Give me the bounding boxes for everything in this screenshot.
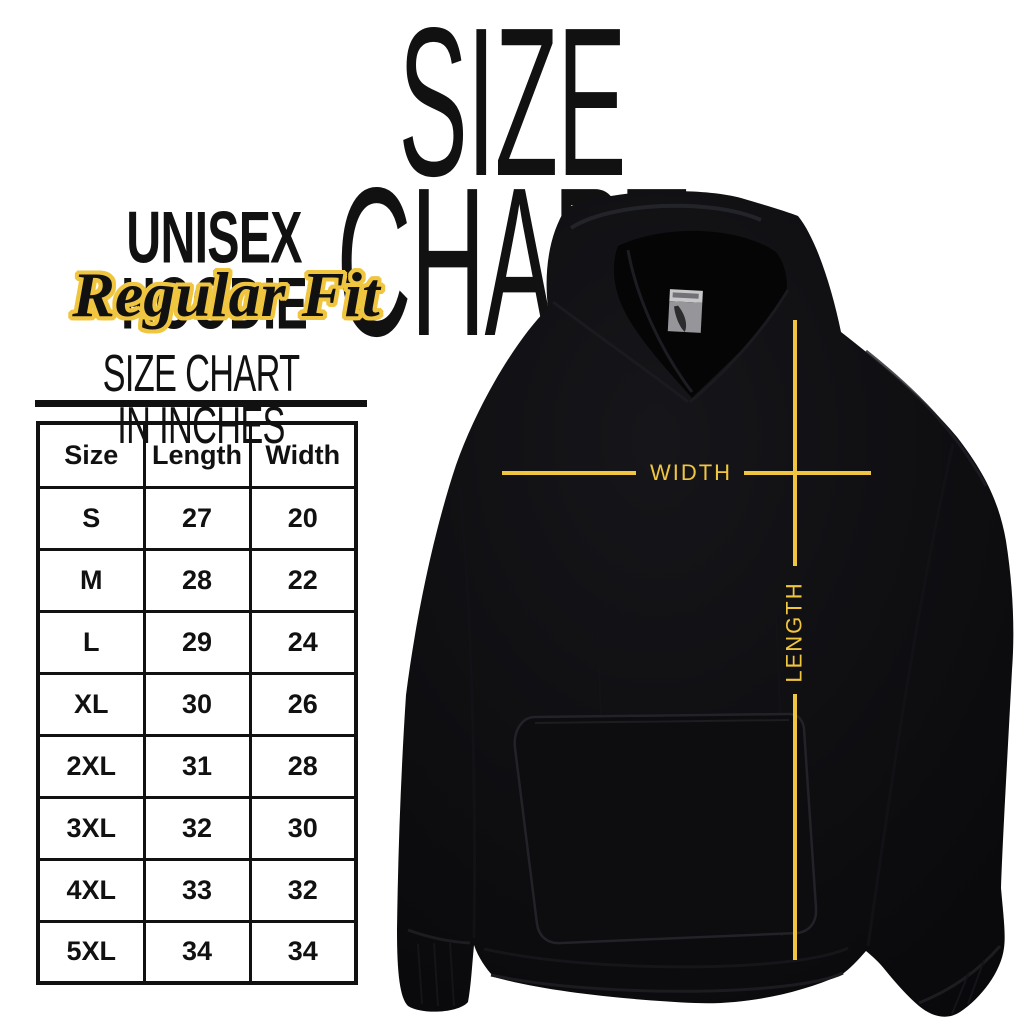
table-cell: 31 <box>142 733 252 799</box>
hoodie-figure: WIDTH LENGTH <box>396 186 1024 1024</box>
table-cell: 22 <box>248 547 358 613</box>
table-cell: 20 <box>248 485 358 551</box>
table-row: 5XL 34 34 <box>36 919 358 985</box>
table-row: 2XL 31 28 <box>36 733 358 799</box>
table-cell: 30 <box>142 671 252 737</box>
table-cell: 28 <box>142 547 252 613</box>
table-cell: 32 <box>142 795 252 861</box>
width-measure-label: WIDTH <box>649 460 733 485</box>
pocket-top-seam <box>534 719 790 724</box>
table-row: L 29 24 <box>36 609 358 675</box>
table-cell: 3XL <box>36 795 146 861</box>
table-cell: 26 <box>248 671 358 737</box>
table-cell: 34 <box>142 919 252 985</box>
right-shoulder-highlight <box>865 349 988 487</box>
width-measure-line-right <box>744 471 871 475</box>
right-cuff <box>918 945 1002 1015</box>
table-cell: 30 <box>248 795 358 861</box>
column-header: Size <box>36 421 146 489</box>
table-cell: M <box>36 547 146 613</box>
length-measure-line-bottom <box>793 694 797 960</box>
left-cuff <box>407 928 471 1007</box>
hem-seam-lower <box>490 971 844 993</box>
table-cell: 28 <box>248 733 358 799</box>
neck-tag <box>667 289 703 333</box>
table-cell: 2XL <box>36 733 146 799</box>
table-header-row: Size Length Width <box>36 421 358 489</box>
hood-inner-fold <box>626 249 694 393</box>
length-measure-label: LENGTH <box>782 581 807 683</box>
length-measure-line-top <box>793 320 797 566</box>
table-row: XL 30 26 <box>36 671 358 737</box>
table-cell: 4XL <box>36 857 146 923</box>
hood-top-highlight <box>569 203 762 230</box>
hood-right-edge <box>689 289 790 404</box>
hoodie-photo <box>397 191 1014 1017</box>
product-fit: Regular Fit <box>72 259 380 330</box>
table-cell: XL <box>36 671 146 737</box>
table-cell: 32 <box>248 857 358 923</box>
table-cell: L <box>36 609 146 675</box>
table-cell: 33 <box>142 857 252 923</box>
table-cell: 29 <box>142 609 252 675</box>
table-cell: S <box>36 485 146 551</box>
table-row: S 27 20 <box>36 485 358 551</box>
hood-left-edge <box>552 300 689 404</box>
width-measure-line-left <box>502 471 636 475</box>
table-cell: 34 <box>248 919 358 985</box>
table-row: M 28 22 <box>36 547 358 613</box>
hem-seam-upper <box>483 946 849 969</box>
table-row: 3XL 32 30 <box>36 795 358 861</box>
heading-underline <box>35 400 367 407</box>
right-sleeve-seam <box>866 443 955 947</box>
table-row: 4XL 33 32 <box>36 857 358 923</box>
column-header: Length <box>142 421 252 489</box>
product-name: UNISEX HOODIE <box>120 197 308 346</box>
kangaroo-pocket <box>513 712 818 945</box>
left-sleeve-seam <box>457 481 476 939</box>
table-cell: 5XL <box>36 919 146 985</box>
size-table: Size Length Width S 27 20 M 28 22 L 29 24 XL 30 26 2XL 3… <box>36 421 358 985</box>
table-cell: 27 <box>142 485 252 551</box>
column-header: Width <box>248 421 358 489</box>
table-cell: 24 <box>248 609 358 675</box>
